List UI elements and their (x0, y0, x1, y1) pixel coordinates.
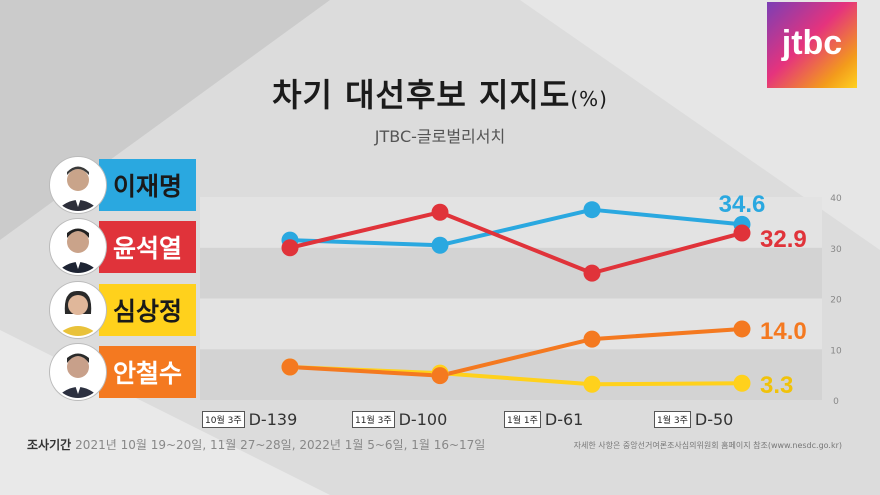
data-point (431, 367, 449, 385)
survey-period-label: 조사기간 (27, 438, 72, 452)
candidate-avatar (50, 157, 106, 213)
candidate-legend-3: 심상정 (50, 282, 196, 338)
dday-label: D-61 (544, 410, 584, 429)
logo-text: jtbc (781, 24, 842, 62)
x-tick-label: 10월 3주 D-139 (202, 410, 297, 429)
chart-title: 차기 대선후보 지지도(%) (0, 70, 880, 116)
title-unit: (%) (570, 87, 608, 111)
data-point (583, 264, 601, 282)
end-value-label: 3.3 (760, 372, 793, 399)
end-value-label: 14.0 (760, 318, 807, 345)
data-point (733, 320, 751, 338)
jtbc-logo: jtbc (767, 2, 857, 88)
candidate-name-box: 안철수 (99, 346, 196, 398)
candidate-legend-1: 이재명 (50, 157, 196, 213)
y-tick-label: 40 (830, 194, 842, 204)
survey-period: 조사기간 2021년 10월 19~20일, 11월 27~28일, 2022년 … (27, 436, 485, 453)
candidate-avatar (50, 219, 106, 275)
x-tick-label: 1월 3주 D-50 (654, 410, 733, 429)
candidate-avatar (50, 344, 106, 400)
candidate-name-box: 윤석열 (99, 221, 196, 273)
candidate-avatar (50, 282, 106, 338)
x-tick-label: 1월 1주 D-61 (504, 410, 583, 429)
y-tick-label: 30 (830, 245, 842, 255)
week-badge: 11월 3주 (352, 411, 395, 428)
candidate-legend-4: 안철수 (50, 344, 196, 400)
title-text: 차기 대선후보 지지도 (272, 76, 571, 114)
survey-period-text: 2021년 10월 19~20일, 11월 27~28일, 2022년 1월 5… (75, 438, 486, 452)
grid-band (200, 247, 822, 299)
series-line-1 (289, 207, 743, 248)
series-line-4 (289, 326, 743, 378)
end-value-label: 32.9 (760, 226, 807, 253)
dday-label: D-139 (248, 410, 298, 429)
data-point (583, 375, 601, 393)
grid-band (200, 298, 822, 350)
candidate-legend-2: 윤석열 (50, 219, 196, 275)
y-tick-label: 20 (830, 296, 842, 306)
data-point (733, 224, 751, 242)
data-point (583, 201, 601, 219)
chart-subtitle: JTBC-글로벌리서치 (374, 127, 506, 146)
data-point (733, 374, 751, 392)
end-value-label: 34.6 (719, 191, 766, 218)
dday-label: D-50 (694, 410, 734, 429)
x-tick-label: 11월 3주 D-100 (352, 410, 447, 429)
source-note: 자세한 사항은 중앙선거여론조사심의위원회 홈페이지 참조(www.nesdc.… (573, 441, 842, 450)
candidate-name-box: 심상정 (99, 284, 196, 336)
week-badge: 1월 3주 (654, 411, 691, 428)
week-badge: 1월 1주 (504, 411, 541, 428)
y-tick-label: 10 (830, 346, 842, 356)
dday-label: D-100 (398, 410, 448, 429)
data-point (281, 358, 299, 376)
data-point (431, 236, 449, 254)
series-line-2 (289, 210, 743, 276)
data-point (583, 330, 601, 348)
data-point (431, 203, 449, 221)
week-badge: 10월 3주 (202, 411, 245, 428)
candidate-name-box: 이재명 (99, 159, 196, 211)
data-point (281, 239, 299, 257)
y-tick-label: 0 (833, 397, 839, 407)
